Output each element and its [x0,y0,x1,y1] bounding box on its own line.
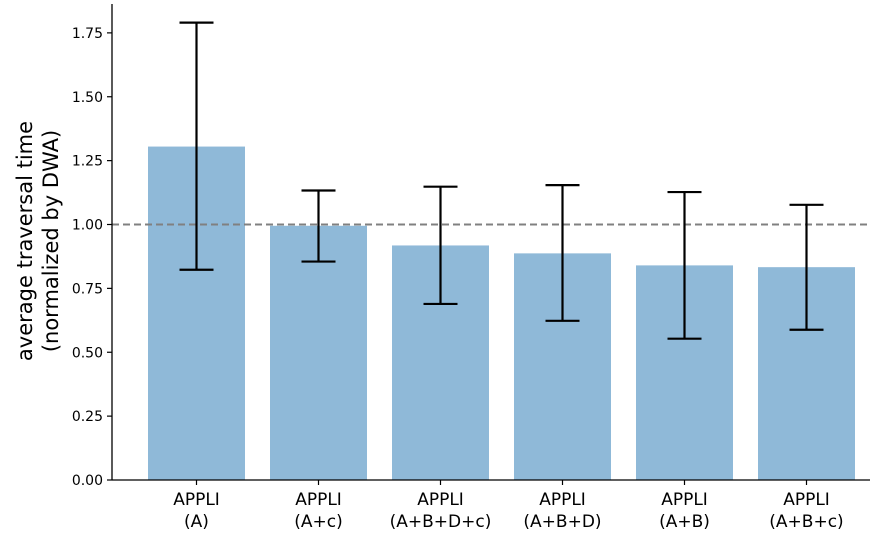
y-axis-title-line-2: (normalized by DWA) [39,130,63,352]
x-tick-label: APPLI [783,490,830,510]
x-tick-label: APPLI [295,490,342,510]
x-tick-label: (A+B+D) [523,512,601,532]
y-tick-label: 1.00 [72,218,103,234]
error-bar [179,21,214,271]
x-tick-label: APPLI [417,490,464,510]
x-tick-label: APPLI [539,490,586,510]
y-tick-label: 1.75 [72,26,103,42]
x-tick-label: (A+B+c) [769,512,843,532]
y-tick-label: 1.25 [72,154,103,170]
y-tick-label: 1.50 [72,90,103,106]
y-axis-title: average traversal time (normalized by DW… [13,121,63,361]
y-tick-label: 0.50 [72,345,103,361]
bar [270,225,367,480]
error-bar [667,190,702,340]
y-tick-label: 0.75 [72,281,103,297]
x-tick-label: (A+B) [659,512,710,532]
x-tick-label: APPLI [173,490,220,510]
y-tick-label: 0.00 [72,473,103,489]
x-tick-label: APPLI [661,490,708,510]
y-tick-label: 0.25 [72,409,103,425]
error-bar [789,203,824,331]
error-bar [545,184,580,322]
error-bar [301,189,336,263]
error-bar [423,185,458,306]
x-tick-label: (A+c) [294,512,343,532]
y-axis-title-line-1: average traversal time [13,121,37,361]
x-tick-label: (A) [184,512,209,532]
x-tick-label: (A+B+D+c) [390,512,492,532]
